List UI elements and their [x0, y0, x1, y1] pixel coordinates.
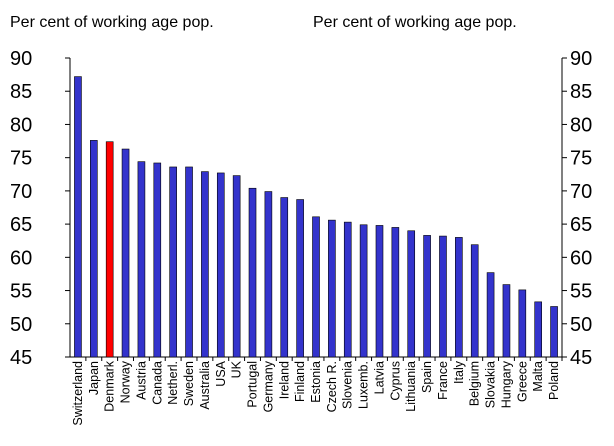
bar-ireland	[280, 197, 289, 358]
bar-slovakia	[486, 272, 495, 358]
category-label: Netherl.	[166, 361, 180, 405]
bar-luxemb	[359, 224, 368, 358]
y-tick-label-left: 85	[10, 81, 32, 103]
category-label: Latvia	[372, 361, 386, 394]
category-label: Spain	[420, 361, 434, 393]
bar-netherl	[169, 166, 177, 358]
y-tick-label-right: 60	[570, 247, 592, 269]
y-tick-label-left: 70	[10, 181, 32, 203]
y-tick-label-right: 45	[570, 347, 592, 369]
left-axis-unit-label: Per cent of working age pop.	[10, 14, 214, 31]
category-label: Italy	[452, 360, 466, 384]
bar-spain	[423, 235, 431, 358]
y-tick-label-right: 50	[570, 314, 592, 336]
category-label: Norway	[119, 360, 133, 403]
bar-uk	[232, 175, 241, 358]
bar-canada	[153, 162, 162, 358]
bar-switzerland	[74, 76, 82, 358]
y-tick-label-left: 50	[10, 314, 32, 336]
bar-japan	[90, 140, 98, 358]
bar-estonia	[312, 216, 320, 358]
bar-germany	[264, 191, 273, 358]
bar-malta	[534, 301, 542, 358]
category-label: Slovenia	[341, 361, 355, 409]
bar-poland	[550, 306, 558, 358]
bar-italy	[455, 237, 463, 358]
bar-lithuania	[407, 230, 416, 358]
category-label: Canada	[150, 361, 164, 405]
category-label: Germany	[261, 360, 275, 412]
bar-denmark	[105, 141, 114, 358]
category-label: Poland	[547, 361, 561, 400]
bar-france	[439, 235, 447, 358]
bar-cyprus	[391, 227, 400, 358]
y-tick-label-left: 75	[10, 148, 32, 170]
category-label: France	[436, 361, 450, 400]
category-label: UK	[230, 360, 244, 378]
bar-belgium	[470, 244, 479, 358]
bar-latvia	[375, 225, 384, 358]
category-label: Sweden	[182, 361, 196, 406]
y-tick-label-left: 60	[10, 247, 32, 269]
category-label: Japan	[87, 361, 101, 395]
y-tick-label-right: 70	[570, 181, 592, 203]
bar-sweden	[185, 166, 193, 358]
right-axis-unit-label: Per cent of working age pop.	[313, 14, 517, 31]
bar-australia	[201, 171, 209, 358]
y-tick-label-left: 90	[10, 48, 32, 70]
category-label: Belgium	[468, 361, 482, 406]
category-label: Finland	[293, 361, 307, 402]
category-label: Hungary	[499, 360, 513, 408]
category-label: Cyprus	[388, 361, 402, 401]
y-tick-label-left: 45	[10, 347, 32, 369]
category-label: Greece	[515, 361, 529, 402]
y-tick-label-right: 55	[570, 281, 592, 303]
category-label: Switzerland	[71, 361, 85, 426]
y-tick-label-right: 65	[570, 214, 592, 236]
category-label: Czech R.	[325, 361, 339, 412]
y-tick-label-left: 65	[10, 214, 32, 236]
category-label: Malta	[531, 361, 545, 392]
y-tick-label-right: 80	[570, 114, 592, 136]
bar-austria	[137, 161, 146, 358]
category-label: Ireland	[277, 361, 291, 399]
bar-czech-r	[328, 219, 336, 358]
bar-norway	[121, 148, 130, 358]
bar-usa	[216, 172, 225, 358]
bar-finland	[296, 199, 304, 358]
category-label: Luxemb.	[357, 361, 371, 409]
category-label: USA	[214, 360, 228, 386]
bar-portugal	[248, 187, 257, 358]
y-tick-label-right: 75	[570, 148, 592, 170]
category-label: Denmark	[103, 360, 117, 411]
category-label: Australia	[198, 361, 212, 410]
category-label: Estonia	[309, 361, 323, 403]
y-tick-label-left: 80	[10, 114, 32, 136]
category-label: Slovakia	[484, 361, 498, 408]
category-label: Portugal	[246, 361, 260, 408]
category-label: Lithuania	[404, 361, 418, 412]
bar-hungary	[502, 284, 511, 358]
y-tick-label-right: 90	[570, 48, 592, 70]
y-tick-label-right: 85	[570, 81, 592, 103]
category-label: Austria	[134, 361, 148, 400]
bar-slovenia	[343, 221, 352, 358]
y-tick-label-left: 55	[10, 281, 32, 303]
bar-greece	[518, 289, 527, 358]
